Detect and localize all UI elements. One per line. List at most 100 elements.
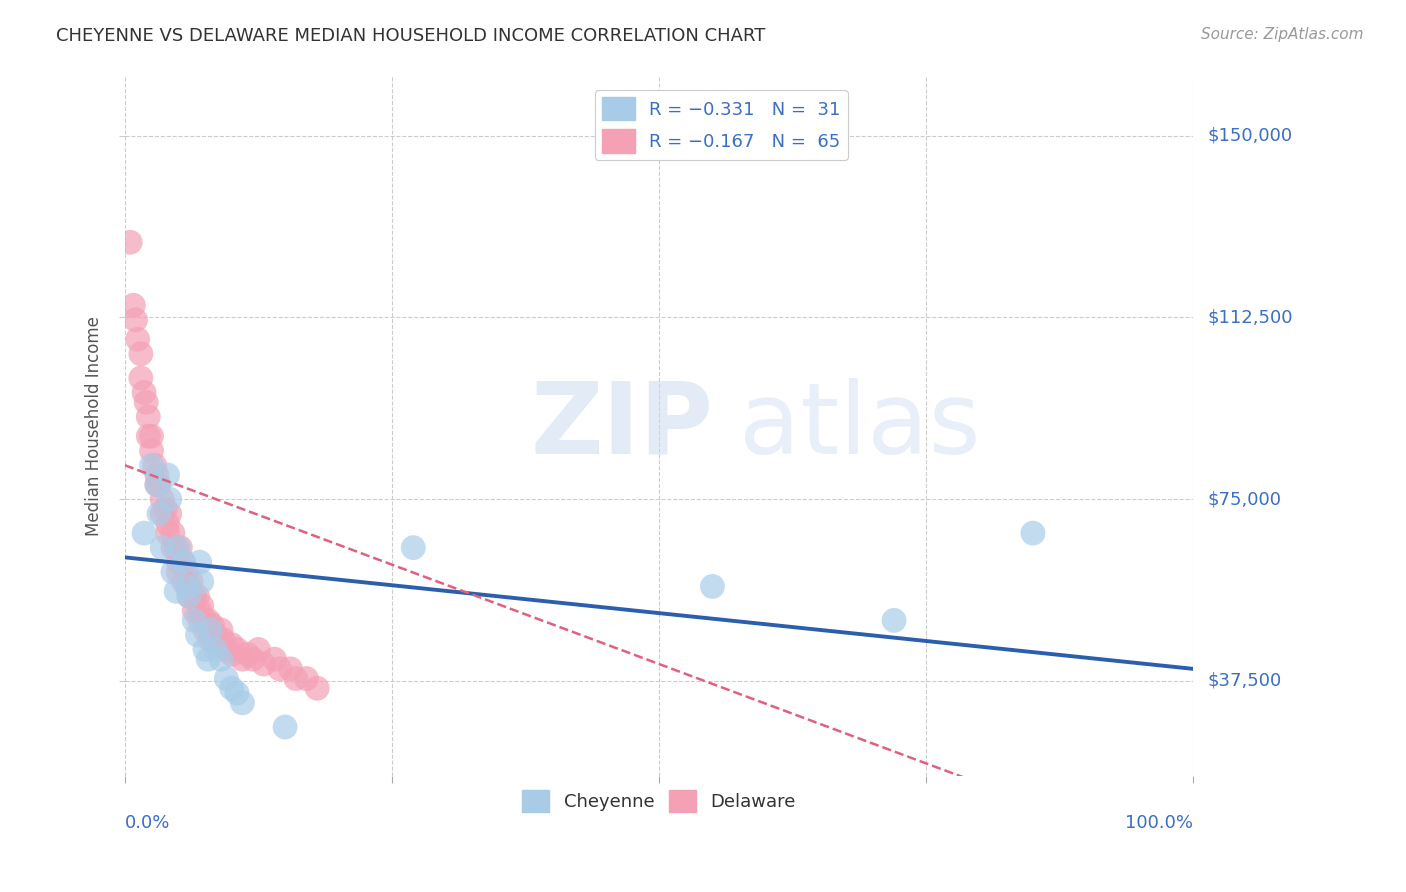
Point [136, 429, 159, 443]
Point [141, 458, 163, 473]
Point [150, 492, 173, 507]
Point [247, 642, 270, 657]
Point [162, 541, 184, 555]
Point [402, 541, 425, 555]
Text: CHEYENNE VS DELAWARE MEDIAN HOUSEHOLD INCOME CORRELATION CHART: CHEYENNE VS DELAWARE MEDIAN HOUSEHOLD IN… [56, 27, 766, 45]
Point [295, 672, 318, 686]
Text: $37,500: $37,500 [1208, 672, 1281, 690]
Point [188, 613, 211, 627]
Point [1022, 526, 1045, 541]
Point [165, 541, 187, 555]
Text: atlas: atlas [740, 378, 981, 475]
Point [183, 589, 205, 603]
Point [284, 672, 307, 686]
Point [188, 555, 211, 569]
Y-axis label: Median Household Income: Median Household Income [86, 317, 103, 536]
Point [226, 642, 249, 657]
Point [269, 662, 291, 676]
Point [176, 579, 198, 593]
Point [221, 638, 243, 652]
Point [143, 458, 166, 473]
Point [307, 681, 329, 696]
Point [190, 574, 212, 589]
Point [129, 347, 152, 361]
Point [231, 696, 253, 710]
Point [167, 555, 190, 569]
Point [167, 565, 190, 579]
Point [204, 638, 226, 652]
Point [183, 604, 205, 618]
Point [209, 638, 232, 652]
Point [169, 541, 191, 555]
Point [159, 507, 181, 521]
Point [148, 507, 170, 521]
Point [124, 313, 146, 327]
Point [129, 371, 152, 385]
Point [221, 681, 243, 696]
Point [132, 385, 155, 400]
Point [190, 599, 212, 613]
Text: 0.0%: 0.0% [125, 814, 170, 832]
Point [200, 632, 222, 647]
Point [173, 574, 195, 589]
Point [883, 613, 905, 627]
Legend: Cheyenne, Delaware: Cheyenne, Delaware [515, 782, 803, 819]
Point [231, 652, 253, 666]
Point [162, 565, 184, 579]
Point [176, 565, 198, 579]
Point [209, 623, 232, 637]
Point [186, 589, 208, 603]
Point [209, 652, 232, 666]
Point [215, 672, 238, 686]
Point [194, 623, 217, 637]
Point [132, 526, 155, 541]
Point [167, 541, 190, 555]
Point [141, 429, 163, 443]
Point [194, 613, 217, 627]
Point [221, 648, 243, 662]
Point [197, 613, 219, 627]
Point [274, 720, 297, 734]
Point [165, 584, 187, 599]
Point [188, 604, 211, 618]
Point [215, 642, 238, 657]
Point [186, 628, 208, 642]
Point [226, 686, 249, 700]
Text: $112,500: $112,500 [1208, 309, 1292, 326]
Point [194, 642, 217, 657]
Point [146, 477, 169, 491]
Point [173, 555, 195, 569]
Point [200, 623, 222, 637]
Point [148, 477, 170, 491]
Point [156, 516, 179, 531]
Point [159, 492, 181, 507]
Point [263, 652, 285, 666]
Text: 100.0%: 100.0% [1125, 814, 1194, 832]
Point [135, 395, 157, 409]
Point [146, 467, 169, 482]
Point [127, 332, 149, 346]
Point [253, 657, 276, 671]
Point [204, 628, 226, 642]
Point [212, 632, 235, 647]
Point [150, 541, 173, 555]
Point [236, 648, 259, 662]
Text: Source: ZipAtlas.com: Source: ZipAtlas.com [1201, 27, 1364, 42]
Text: $150,000: $150,000 [1208, 127, 1292, 145]
Point [155, 502, 177, 516]
Point [141, 443, 163, 458]
Point [204, 642, 226, 657]
Point [150, 507, 173, 521]
Point [177, 589, 200, 603]
Point [242, 652, 264, 666]
Text: $75,000: $75,000 [1208, 491, 1281, 508]
Point [197, 652, 219, 666]
Point [156, 526, 179, 541]
Point [177, 579, 200, 593]
Point [180, 574, 202, 589]
Point [183, 613, 205, 627]
Text: ZIP: ZIP [531, 378, 714, 475]
Point [177, 589, 200, 603]
Point [156, 467, 179, 482]
Point [122, 298, 145, 312]
